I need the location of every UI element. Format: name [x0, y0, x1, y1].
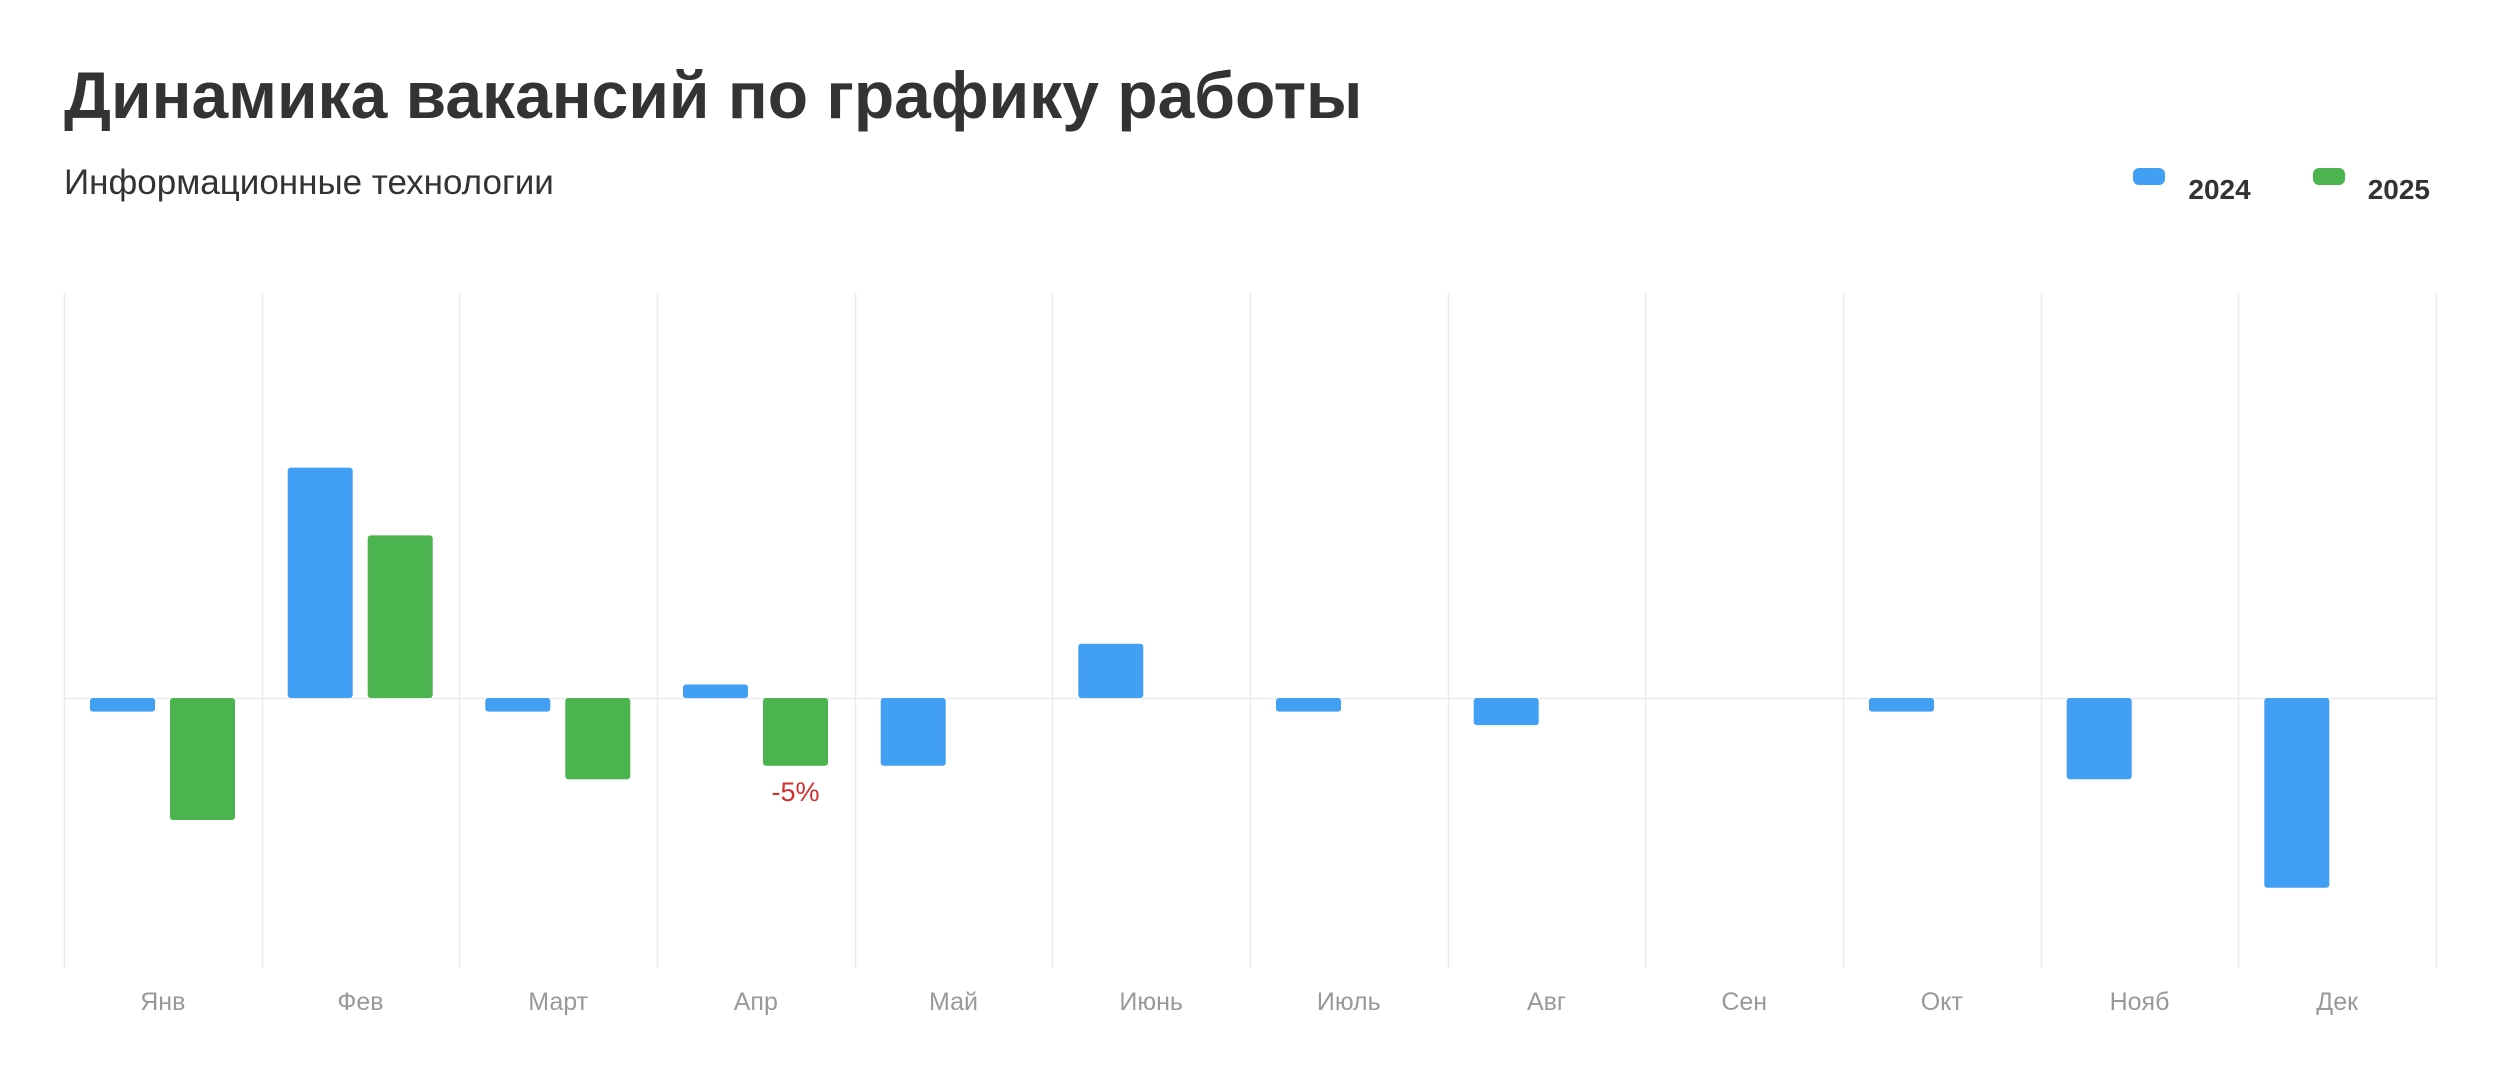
x-tick-label-Апр: Апр: [734, 988, 778, 1016]
bar-2024-Дек[interactable]: [2264, 698, 2330, 888]
x-tick-label-Сен: Сен: [1721, 988, 1767, 1016]
x-tick-label-Авг: Авг: [1527, 988, 1566, 1016]
legend: 2024 2025: [2071, 168, 2430, 204]
bar-2025-Март[interactable]: [565, 698, 631, 780]
x-tick-label-Март: Март: [528, 988, 588, 1016]
x-tick-label-Фев: Фев: [337, 988, 383, 1016]
data-label-Апр: -5%: [771, 777, 819, 807]
legend-swatch-2024: [2133, 168, 2166, 185]
legend-label-2025: 2025: [2367, 174, 2430, 205]
bar-2025-Фев[interactable]: [367, 535, 433, 698]
bar-2024-Июль[interactable]: [1276, 698, 1341, 712]
bar-2024-Фев[interactable]: [287, 467, 353, 698]
bar-2024-Окт[interactable]: [1869, 698, 1934, 712]
x-tick-label-Май: Май: [929, 988, 978, 1016]
legend-swatch-2025: [2312, 168, 2345, 185]
bar-2025-Апр[interactable]: [763, 698, 828, 766]
legend-item-2024[interactable]: 2024: [2133, 168, 2251, 205]
chart-title: Динамика вакансий по графику работы: [64, 58, 1363, 132]
x-tick-label-Нояб: Нояб: [2110, 988, 2170, 1016]
bar-2024-Май[interactable]: [880, 698, 946, 766]
x-tick-label-Окт: Окт: [1921, 988, 1964, 1016]
x-tick-label-Июнь: Июнь: [1119, 988, 1183, 1016]
x-tick-label-Июль: Июль: [1317, 988, 1381, 1016]
legend-label-2024: 2024: [2188, 174, 2251, 205]
bar-2024-Нояб[interactable]: [2066, 698, 2132, 780]
bar-2024-Июнь[interactable]: [1078, 643, 1144, 698]
bar-2024-Янв[interactable]: [90, 698, 155, 712]
x-tick-label-Дек: Дек: [2316, 988, 2359, 1016]
bar-2024-Апр[interactable]: [683, 684, 748, 699]
x-tick-label-Янв: Янв: [140, 988, 185, 1016]
bar-2024-Март[interactable]: [485, 698, 551, 712]
legend-item-2025[interactable]: 2025: [2312, 168, 2430, 205]
bar-2024-Авг[interactable]: [1473, 698, 1539, 726]
bar-2025-Янв[interactable]: [170, 698, 235, 820]
chart-subtitle: Информационные технологии: [64, 163, 554, 202]
